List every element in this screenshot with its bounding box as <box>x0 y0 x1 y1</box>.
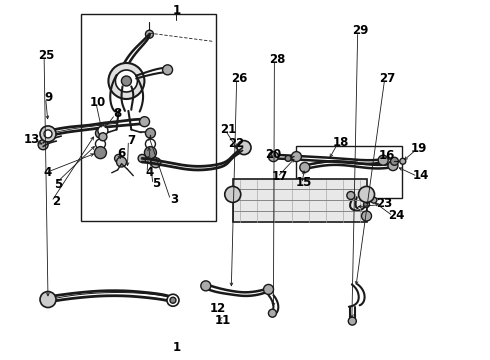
Circle shape <box>96 139 105 149</box>
Circle shape <box>38 140 48 150</box>
Circle shape <box>371 197 377 203</box>
Circle shape <box>285 156 291 161</box>
Circle shape <box>146 128 155 138</box>
Circle shape <box>347 192 355 199</box>
Text: 24: 24 <box>388 209 404 222</box>
Polygon shape <box>233 179 367 222</box>
Bar <box>81 14 216 221</box>
Circle shape <box>146 30 153 38</box>
Circle shape <box>98 126 108 136</box>
Circle shape <box>378 155 388 165</box>
Text: 21: 21 <box>220 123 236 136</box>
Text: 22: 22 <box>228 137 245 150</box>
Text: 11: 11 <box>215 314 231 327</box>
Text: 2: 2 <box>52 195 60 208</box>
Text: 26: 26 <box>231 72 247 85</box>
Circle shape <box>364 202 369 207</box>
Circle shape <box>122 76 131 86</box>
Circle shape <box>391 157 398 165</box>
Circle shape <box>201 281 211 291</box>
Circle shape <box>292 152 301 162</box>
Circle shape <box>44 130 52 138</box>
Circle shape <box>348 317 356 325</box>
Text: 1: 1 <box>172 4 180 17</box>
Circle shape <box>163 65 172 75</box>
Circle shape <box>225 186 241 202</box>
Text: 14: 14 <box>412 169 429 182</box>
Circle shape <box>117 157 126 167</box>
Circle shape <box>237 141 251 154</box>
Text: 5: 5 <box>152 177 160 190</box>
Circle shape <box>40 126 56 142</box>
Text: 18: 18 <box>332 136 349 149</box>
Text: 1: 1 <box>172 341 180 354</box>
Text: 4: 4 <box>44 166 52 179</box>
Circle shape <box>359 186 374 202</box>
Circle shape <box>400 158 406 164</box>
Text: 25: 25 <box>38 49 55 62</box>
Circle shape <box>146 139 155 149</box>
Circle shape <box>388 161 398 171</box>
Text: 15: 15 <box>295 176 312 189</box>
Circle shape <box>300 162 310 172</box>
Text: 13: 13 <box>24 133 40 146</box>
Text: 16: 16 <box>379 149 395 162</box>
Circle shape <box>138 154 146 162</box>
Circle shape <box>145 147 156 159</box>
Circle shape <box>95 147 106 159</box>
Text: 4: 4 <box>146 166 153 179</box>
Circle shape <box>269 152 278 162</box>
Text: 12: 12 <box>210 302 226 315</box>
Circle shape <box>40 292 56 307</box>
Text: 10: 10 <box>90 96 106 109</box>
Text: 5: 5 <box>54 178 62 191</box>
Text: 8: 8 <box>114 107 122 120</box>
Circle shape <box>108 63 145 99</box>
Circle shape <box>151 158 161 168</box>
Text: 3: 3 <box>170 193 178 206</box>
Text: 7: 7 <box>127 134 135 147</box>
Text: 19: 19 <box>411 142 427 155</box>
Bar <box>296 146 402 198</box>
Circle shape <box>140 117 149 127</box>
Circle shape <box>99 133 107 141</box>
Text: 27: 27 <box>379 72 395 85</box>
Circle shape <box>170 297 176 303</box>
Text: 28: 28 <box>269 53 285 66</box>
Circle shape <box>264 284 273 294</box>
Circle shape <box>116 70 137 92</box>
Circle shape <box>96 128 105 138</box>
Text: 6: 6 <box>118 147 125 159</box>
Text: 23: 23 <box>376 197 393 210</box>
Circle shape <box>269 309 276 317</box>
Text: 29: 29 <box>352 24 368 37</box>
Text: 20: 20 <box>265 148 282 161</box>
Circle shape <box>362 211 371 221</box>
Circle shape <box>115 154 122 162</box>
Text: 9: 9 <box>44 91 52 104</box>
Text: 17: 17 <box>272 170 289 183</box>
Circle shape <box>167 294 179 306</box>
